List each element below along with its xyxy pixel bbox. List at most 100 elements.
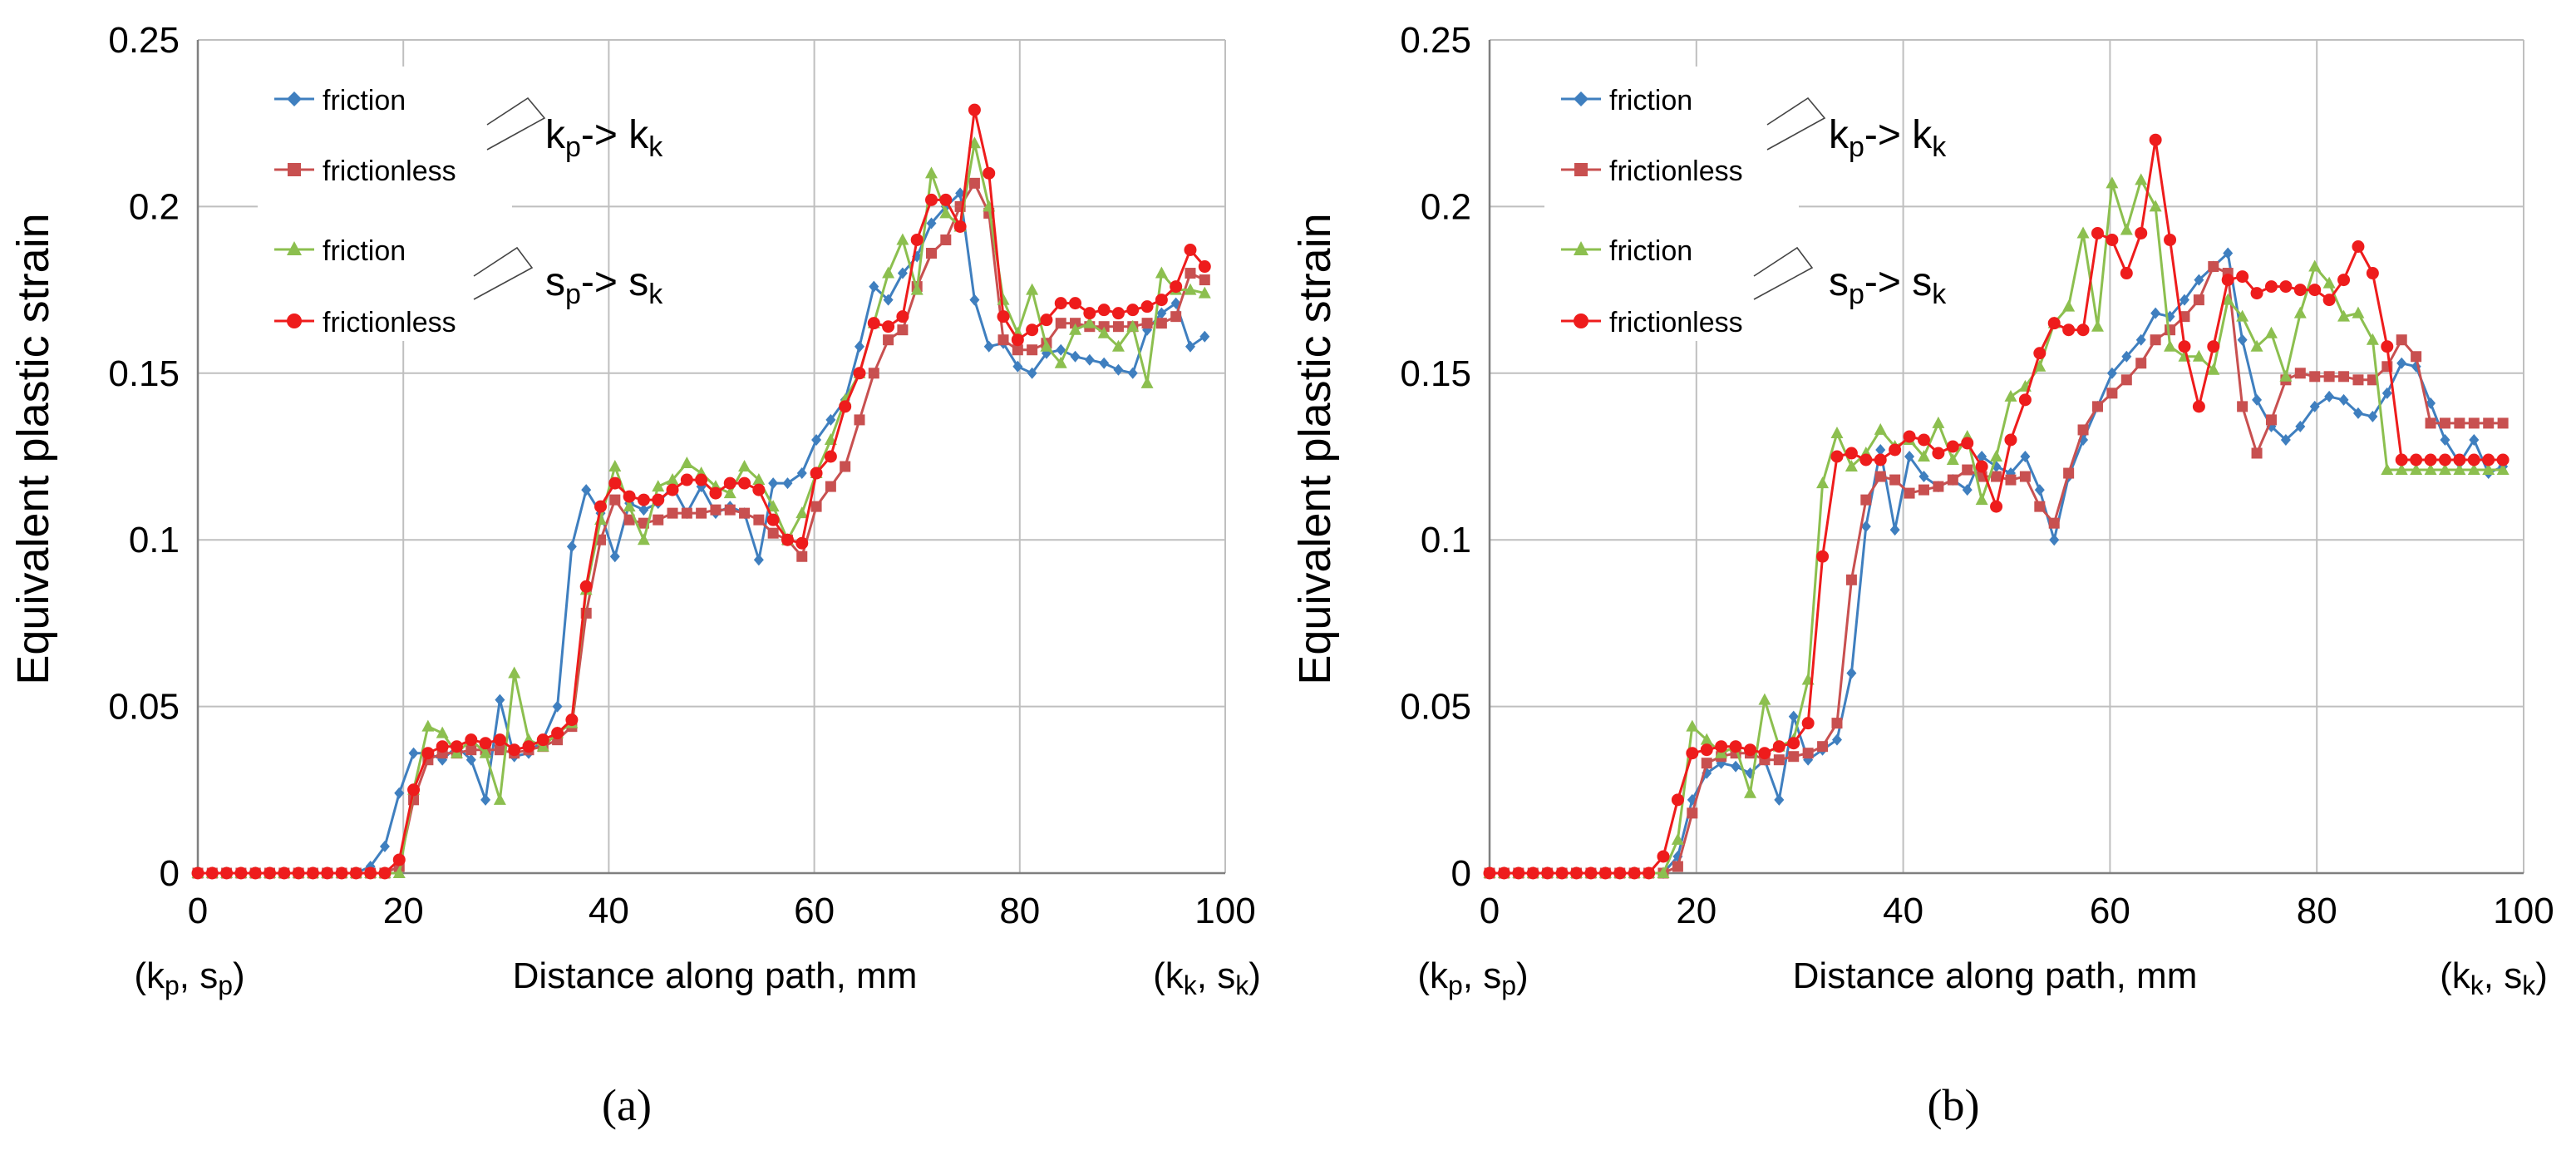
data-point (825, 481, 836, 492)
data-point (1156, 307, 1167, 319)
data-point (2250, 287, 2263, 300)
data-point (2236, 309, 2249, 322)
data-point (1743, 786, 1756, 798)
data-point (1977, 451, 1987, 462)
y-tick-label: 0.2 (129, 186, 180, 227)
data-point (436, 740, 449, 753)
data-point (2366, 333, 2379, 345)
data-point (508, 666, 521, 679)
data-point (739, 507, 751, 519)
data-point (2193, 294, 2204, 306)
data-point (2308, 284, 2322, 297)
data-point (1113, 363, 1124, 376)
data-point (1859, 453, 1873, 467)
svg-text:friction: friction (1609, 85, 1692, 116)
data-point (1889, 524, 1900, 536)
data-point (2005, 474, 2017, 486)
data-point (767, 527, 779, 539)
data-point (1140, 300, 1154, 313)
data-point (2337, 274, 2351, 287)
data-point (2121, 350, 2132, 363)
data-point (1184, 283, 1197, 295)
legend-entry-friction: friction (1561, 85, 1692, 116)
data-point (926, 217, 937, 230)
data-point (2091, 226, 2104, 239)
data-point (1846, 667, 1857, 679)
data-point (2322, 294, 2336, 307)
data-point (2322, 276, 2336, 289)
svg-text:friction: friction (1609, 235, 1692, 267)
data-point (2120, 374, 2132, 386)
data-point (1097, 304, 1111, 317)
data-point (1099, 357, 1110, 369)
series-frictionless-sp->sk (1483, 133, 2510, 880)
data-point (508, 743, 521, 757)
data-point (2279, 280, 2293, 294)
data-point (1860, 521, 1871, 533)
data-point (810, 501, 822, 512)
data-point (1671, 832, 1684, 845)
data-point (1990, 450, 2003, 462)
data-point (796, 467, 807, 480)
data-point (522, 740, 535, 753)
legend-group-label: kp-> kk (545, 113, 663, 163)
data-point (2395, 453, 2408, 467)
data-point (1055, 318, 1066, 329)
data-point (565, 713, 579, 727)
data-point (1198, 286, 1211, 299)
data-point (2020, 451, 2031, 462)
data-point (1830, 426, 1844, 438)
data-point (1946, 453, 1959, 466)
data-point (1772, 740, 1785, 753)
series-line (1490, 252, 2504, 875)
legend-group-label: kp-> kk (1829, 113, 1947, 163)
data-point (321, 866, 334, 880)
data-point (752, 483, 766, 496)
x-tick-label: 80 (999, 891, 1040, 931)
data-point (1657, 850, 1670, 863)
legend-entry-friction: friction (274, 235, 406, 267)
data-point (680, 457, 693, 469)
data-point (408, 747, 419, 759)
data-point (2252, 393, 2263, 406)
data-point (1743, 743, 1756, 757)
data-point (2004, 433, 2017, 447)
data-point (493, 733, 506, 747)
data-point (1497, 866, 1510, 880)
data-point (1758, 747, 1771, 760)
data-point (882, 266, 895, 279)
legend-entry-frictionless: frictionless (274, 156, 456, 187)
data-point (939, 193, 953, 206)
data-point (1198, 260, 1211, 274)
data-point (1774, 793, 1785, 806)
data-point (552, 700, 563, 713)
data-point (1141, 318, 1153, 329)
data-point (1199, 274, 1210, 286)
legend-entry-frictionless: frictionless (274, 307, 456, 338)
data-point (1686, 747, 1699, 760)
y-tick-label: 0.1 (129, 520, 180, 560)
data-point (2237, 333, 2248, 346)
data-point (609, 494, 621, 506)
data-point (335, 866, 348, 880)
data-point (1056, 343, 1066, 356)
data-point (2120, 267, 2133, 280)
data-point (2410, 453, 2423, 467)
data-point (869, 280, 879, 293)
data-point (579, 580, 593, 593)
data-point (378, 866, 392, 880)
data-point (2324, 390, 2335, 402)
data-point (1111, 307, 1125, 320)
data-point (421, 747, 435, 760)
data-point (1027, 367, 1037, 379)
data-point (623, 500, 636, 512)
data-point (1112, 321, 1124, 333)
y-tick-label: 0.05 (108, 687, 180, 728)
data-point (2496, 463, 2510, 476)
y-tick-label: 0.1 (1421, 520, 1471, 560)
data-point (1054, 297, 1067, 310)
data-point (2223, 247, 2234, 259)
data-point (896, 310, 909, 323)
data-point (768, 477, 779, 490)
data-point (1889, 443, 1902, 457)
